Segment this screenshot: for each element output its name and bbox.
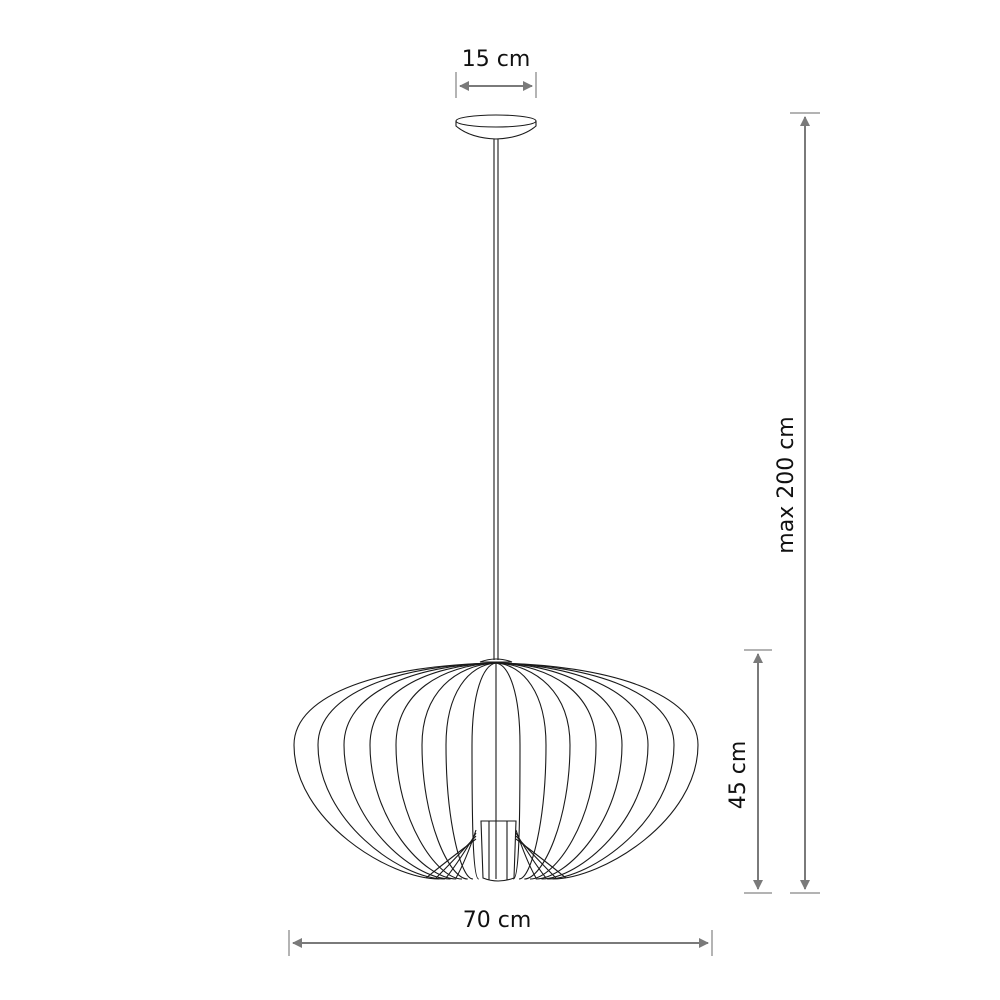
shade-width-dimension: 70 cm [288,908,713,956]
shade-rib [495,662,623,880]
shade-top-cap [479,658,513,663]
shade-height-dimension: 45 cm [726,649,772,894]
canopy-width-dimension: 15 cm [455,47,537,98]
canopy-width-label: 15 cm [462,47,531,72]
shade-rib [495,662,699,880]
bulb-socket [480,820,517,882]
inner-rib [515,832,547,879]
inner-rib [515,835,557,879]
shade-rib [495,662,571,880]
inner-rib [425,838,477,879]
lamp-shade [293,658,699,882]
shade-rib [421,662,497,880]
inner-rib [515,838,567,879]
shade-rib [495,662,649,880]
socket-detail [488,821,508,880]
max-height-label: max 200 cm [774,416,799,553]
max-height-dimension: max 200 cm [774,112,820,894]
shade-rib [395,662,497,880]
shade-rib [293,662,497,880]
shade-height-label: 45 cm [726,741,751,810]
shade-rib [369,662,497,880]
shade-rib [317,662,497,880]
ceiling-canopy [455,114,537,140]
inner-rib [445,832,477,879]
shade-width-label: 70 cm [463,908,532,933]
inner-rib [435,835,477,879]
shade-rib [343,662,497,880]
shade-rib [495,662,547,880]
shade-rib [495,662,521,880]
shade-rib [495,662,675,880]
shade-rib [495,662,597,880]
shade-rib [471,662,497,880]
